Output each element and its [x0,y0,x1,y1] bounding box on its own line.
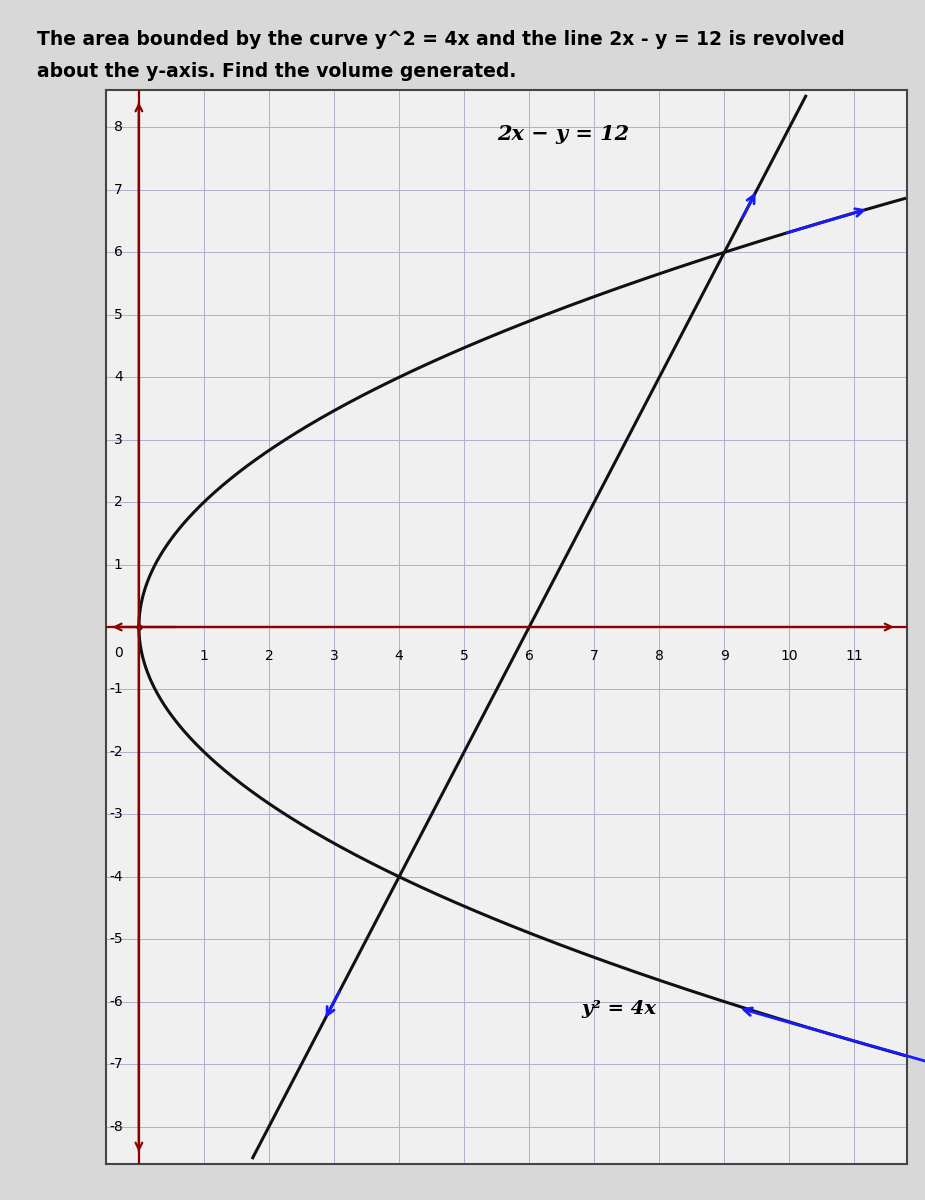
Text: The area bounded by the curve y^2 = 4x and the line 2x - y = 12 is revolved: The area bounded by the curve y^2 = 4x a… [37,30,845,49]
Text: -8: -8 [109,1120,123,1134]
Text: 9: 9 [720,649,729,662]
Text: 3: 3 [329,649,339,662]
Text: 11: 11 [845,649,863,662]
Text: -4: -4 [109,870,123,883]
Text: 5: 5 [460,649,469,662]
Text: -6: -6 [109,995,123,1009]
Text: 2: 2 [114,496,123,509]
Text: 6: 6 [524,649,534,662]
Text: -3: -3 [109,808,123,821]
Text: -1: -1 [109,683,123,696]
Text: y² = 4x: y² = 4x [581,1000,656,1018]
Text: -5: -5 [109,932,123,947]
Text: 8: 8 [655,649,664,662]
Text: 0: 0 [114,646,123,660]
Text: 2x − y = 12: 2x − y = 12 [497,124,629,144]
Text: about the y-axis. Find the volume generated.: about the y-axis. Find the volume genera… [37,62,516,82]
Text: 2: 2 [265,649,274,662]
Text: 4: 4 [395,649,403,662]
Text: 6: 6 [114,245,123,259]
Text: 7: 7 [114,182,123,197]
Text: 8: 8 [114,120,123,134]
Text: -7: -7 [109,1057,123,1072]
Text: 1: 1 [200,649,208,662]
Text: 4: 4 [114,371,123,384]
Text: 5: 5 [114,307,123,322]
Text: -2: -2 [109,745,123,758]
Text: 3: 3 [114,433,123,446]
Text: 1: 1 [114,558,123,571]
Text: 10: 10 [781,649,798,662]
Text: 7: 7 [590,649,598,662]
